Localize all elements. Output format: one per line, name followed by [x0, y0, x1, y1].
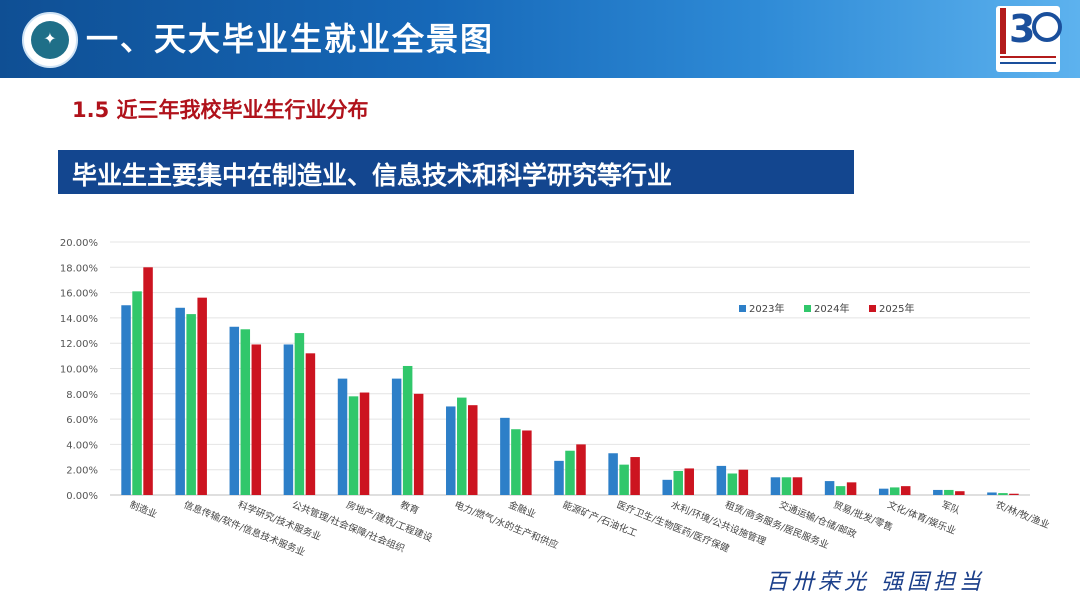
- bar-1-6: [457, 397, 467, 495]
- bar-2-6: [468, 405, 478, 495]
- slogan: 百卅荣光 强国担当: [766, 570, 985, 595]
- bar-2-12: [792, 477, 803, 495]
- bar-1-16: [998, 493, 1008, 495]
- bar-0-4: [337, 378, 348, 495]
- y-tick-label: 14.00%: [60, 314, 98, 325]
- bar-2-7: [522, 430, 532, 495]
- bar-0-14: [878, 488, 889, 495]
- legend-swatch: [804, 305, 811, 312]
- bar-1-5: [402, 365, 413, 495]
- bar-2-5: [413, 393, 424, 495]
- category-label: 电力/燃气/水的生产和供应: [453, 499, 561, 552]
- y-tick-label: 16.00%: [60, 289, 98, 300]
- legend-label: 2023年: [749, 302, 784, 315]
- y-tick-label: 18.00%: [60, 263, 98, 274]
- y-tick-label: 6.00%: [66, 415, 98, 426]
- y-tick-label: 0.00%: [66, 491, 98, 502]
- title-bar: ✦ 一、天大毕业生就业全景图 3: [0, 0, 1080, 78]
- category-label: 租赁/商务服务/居民服务业: [723, 499, 830, 552]
- bar-1-15: [944, 489, 954, 495]
- bar-0-3: [283, 344, 294, 495]
- bar-1-12: [781, 477, 792, 495]
- bar-0-1: [175, 307, 185, 495]
- legend-label: 2025年: [879, 302, 914, 315]
- page-title: 一、天大毕业生就业全景图: [86, 20, 495, 58]
- y-tick-label: 10.00%: [60, 365, 98, 376]
- bar-1-2: [240, 329, 251, 495]
- y-tick-label: 12.00%: [60, 339, 98, 350]
- section-title: 1.5 近三年我校毕业生行业分布: [72, 98, 369, 122]
- bar-2-13: [846, 482, 857, 495]
- bar-2-14: [900, 486, 911, 495]
- bar-1-4: [348, 396, 359, 495]
- anniversary-logo-icon: 3: [996, 6, 1062, 72]
- bar-0-15: [933, 489, 943, 495]
- y-tick-label: 4.00%: [66, 440, 98, 451]
- bar-2-4: [359, 392, 370, 495]
- bar-0-11: [716, 465, 727, 495]
- bar-2-10: [684, 468, 694, 495]
- bar-1-0: [132, 291, 142, 495]
- y-tick-label: 8.00%: [66, 390, 98, 401]
- bar-1-11: [727, 473, 738, 495]
- bar-0-12: [770, 477, 781, 495]
- bar-0-0: [121, 305, 131, 495]
- bar-1-3: [294, 333, 305, 495]
- headline-text: 毕业生主要集中在制造业、信息技术和科学研究等行业: [72, 161, 673, 190]
- bar-1-14: [889, 487, 900, 495]
- y-tick-label: 2.00%: [66, 466, 98, 477]
- bar-1-9: [619, 464, 629, 495]
- bar-1-1: [186, 314, 196, 495]
- bar-2-11: [738, 469, 749, 495]
- bar-0-9: [608, 453, 618, 495]
- bar-2-2: [251, 344, 262, 495]
- bar-1-13: [835, 486, 846, 495]
- bar-0-8: [554, 460, 564, 495]
- bar-1-7: [511, 429, 521, 495]
- category-label: 军队: [940, 499, 963, 517]
- bar-0-16: [987, 492, 997, 495]
- bar-2-1: [197, 297, 207, 495]
- category-label: 教育: [399, 499, 421, 517]
- category-label: 制造业: [128, 499, 159, 521]
- bar-2-8: [576, 444, 586, 495]
- bar-2-0: [143, 267, 153, 495]
- category-label: 金融业: [507, 499, 538, 521]
- bar-0-7: [500, 417, 510, 495]
- headline-banner: 毕业生主要集中在制造业、信息技术和科学研究等行业: [58, 150, 854, 194]
- bar-0-6: [446, 406, 456, 495]
- bar-2-9: [630, 457, 640, 495]
- bar-0-10: [662, 479, 672, 495]
- bar-0-13: [824, 481, 835, 495]
- bar-0-5: [391, 378, 402, 495]
- legend-swatch: [739, 305, 746, 312]
- legend-label: 2024年: [814, 302, 849, 315]
- bar-2-15: [955, 491, 965, 495]
- university-seal-icon: ✦: [22, 12, 78, 68]
- legend-swatch: [869, 305, 876, 312]
- bar-1-8: [565, 450, 575, 495]
- bar-2-3: [305, 353, 316, 495]
- category-label: 农/林/牧/渔业: [994, 499, 1051, 532]
- bar-2-16: [1009, 493, 1019, 495]
- y-tick-label: 20.00%: [60, 238, 98, 249]
- bar-0-2: [229, 326, 240, 495]
- bar-1-10: [673, 470, 683, 495]
